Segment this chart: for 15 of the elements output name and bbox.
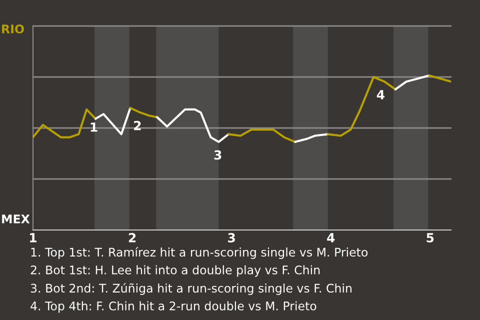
text: 1. Top 1st: T. Ramírez hit a run-scoring single vs M. Prieto — [31, 247, 368, 259]
x-tick-label: 3 — [228, 233, 235, 242]
x-tick-label: 5 — [426, 233, 434, 242]
annotation: 1 — [90, 122, 98, 132]
annotation: 4 — [376, 90, 384, 100]
x-tick-label: 2 — [128, 233, 136, 242]
annotation: 2 — [134, 120, 141, 130]
text: 3. Bot 2nd: T. Zúñiga hit a run-scoring single vs F. Chin — [30, 283, 352, 295]
x-tick-label: 4 — [327, 233, 335, 242]
text: MEX — [2, 214, 30, 224]
annotation: 3 — [214, 150, 222, 160]
text: 2. Bot 1st: H. Lee hit into a double play vs F. Chin — [30, 265, 320, 277]
text: RIO — [2, 24, 24, 34]
text: 4. Top 4th: F. Chin hit a 2-run double vs M. Prieto — [30, 301, 316, 313]
x-tick-label: 1 — [30, 233, 36, 242]
